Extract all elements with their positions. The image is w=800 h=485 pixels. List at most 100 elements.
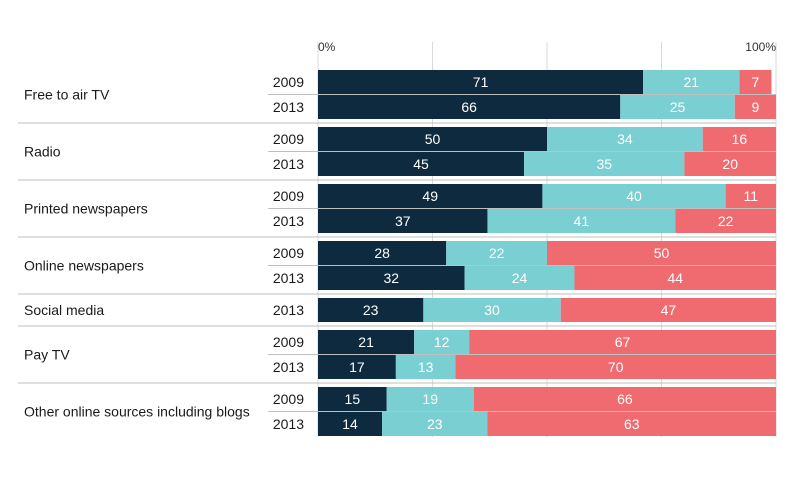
value-label: 23 <box>363 302 379 318</box>
bar-segment <box>675 209 776 233</box>
bar-segment <box>386 387 474 411</box>
value-label: 50 <box>654 245 670 261</box>
value-label: 32 <box>383 270 399 286</box>
bar-segment <box>318 127 547 151</box>
year-label: 2009 <box>273 391 304 407</box>
bar-segment <box>318 241 447 265</box>
year-label: 2013 <box>273 359 304 375</box>
value-label: 41 <box>574 213 590 229</box>
value-label: 25 <box>670 99 686 115</box>
bar-segment <box>684 152 776 176</box>
bar-segment <box>318 298 424 322</box>
bar-segment <box>542 184 726 208</box>
value-label: 16 <box>732 131 748 147</box>
year-label: 2013 <box>273 156 304 172</box>
bar-segment <box>734 95 776 119</box>
value-label: 21 <box>683 74 699 90</box>
category-label: Radio <box>24 144 61 160</box>
value-label: 67 <box>615 334 631 350</box>
bar-segment <box>643 70 740 94</box>
bar-segment <box>739 70 772 94</box>
bar-segment <box>464 266 575 290</box>
bar-segment <box>395 355 456 379</box>
value-label: 49 <box>422 188 438 204</box>
bar-segment <box>318 355 396 379</box>
bar-segment <box>620 95 735 119</box>
value-label: 66 <box>617 391 633 407</box>
bar-segment <box>423 298 561 322</box>
year-label: 2013 <box>273 302 304 318</box>
bar-segment <box>469 330 776 354</box>
year-label: 2009 <box>273 131 304 147</box>
bar-segment <box>487 209 676 233</box>
bar-segment <box>318 412 383 436</box>
value-label: 28 <box>374 245 390 261</box>
value-label: 63 <box>624 416 640 432</box>
value-label: 34 <box>617 131 633 147</box>
year-label: 2013 <box>273 416 304 432</box>
value-label: 11 <box>744 188 759 204</box>
value-label: 44 <box>667 270 683 286</box>
value-label: 19 <box>422 391 438 407</box>
value-label: 40 <box>626 188 642 204</box>
year-label: 2013 <box>273 270 304 286</box>
value-label: 22 <box>489 245 505 261</box>
value-label: 24 <box>512 270 528 286</box>
bar-segment <box>318 209 488 233</box>
category-label: Social media <box>24 302 104 318</box>
category-label: Pay TV <box>24 347 70 363</box>
bar-segment <box>382 412 488 436</box>
bar-segment <box>560 298 776 322</box>
value-label: 7 <box>751 74 759 90</box>
value-label: 37 <box>395 213 411 229</box>
bar-segment <box>524 152 685 176</box>
bar-segment <box>318 70 644 94</box>
value-label: 71 <box>473 74 489 90</box>
bar-segment <box>318 95 621 119</box>
bar-segment <box>725 184 776 208</box>
year-label: 2013 <box>273 99 304 115</box>
value-label: 13 <box>418 359 434 375</box>
bar-segment <box>547 127 703 151</box>
bar-segment <box>318 184 543 208</box>
bar-segment <box>547 241 776 265</box>
value-label: 66 <box>461 99 477 115</box>
value-label: 23 <box>427 416 443 432</box>
bar-segment <box>414 330 470 354</box>
year-label: 2009 <box>273 188 304 204</box>
value-label: 14 <box>342 416 358 432</box>
category-label: Free to air TV <box>24 87 110 103</box>
value-label: 21 <box>358 334 374 350</box>
bar-segment <box>702 127 776 151</box>
value-label: 45 <box>413 156 429 172</box>
bar-segment <box>487 412 776 436</box>
value-label: 30 <box>484 302 500 318</box>
value-label: 35 <box>596 156 612 172</box>
bar-segment <box>318 152 525 176</box>
bar-segment <box>318 330 415 354</box>
bar-segment <box>574 266 776 290</box>
category-label: Printed newspapers <box>24 201 148 217</box>
value-label: 22 <box>718 213 734 229</box>
value-label: 20 <box>722 156 738 172</box>
year-label: 2013 <box>273 213 304 229</box>
year-label: 2009 <box>273 334 304 350</box>
x-tick-label-start: 0% <box>318 40 336 54</box>
value-label: 70 <box>608 359 624 375</box>
year-label: 2009 <box>273 245 304 261</box>
year-label: 2009 <box>273 74 304 90</box>
bar-segment <box>318 387 387 411</box>
bar-segment <box>446 241 547 265</box>
bar-segment <box>455 355 776 379</box>
bar-segment <box>473 387 776 411</box>
category-label: Online newspapers <box>24 258 144 274</box>
value-label: 12 <box>434 334 450 350</box>
value-label: 9 <box>751 99 759 115</box>
value-label: 17 <box>349 359 365 375</box>
bar-segment <box>318 266 465 290</box>
x-tick-label-end: 100% <box>745 40 776 54</box>
value-label: 47 <box>661 302 677 318</box>
value-label: 50 <box>425 131 441 147</box>
